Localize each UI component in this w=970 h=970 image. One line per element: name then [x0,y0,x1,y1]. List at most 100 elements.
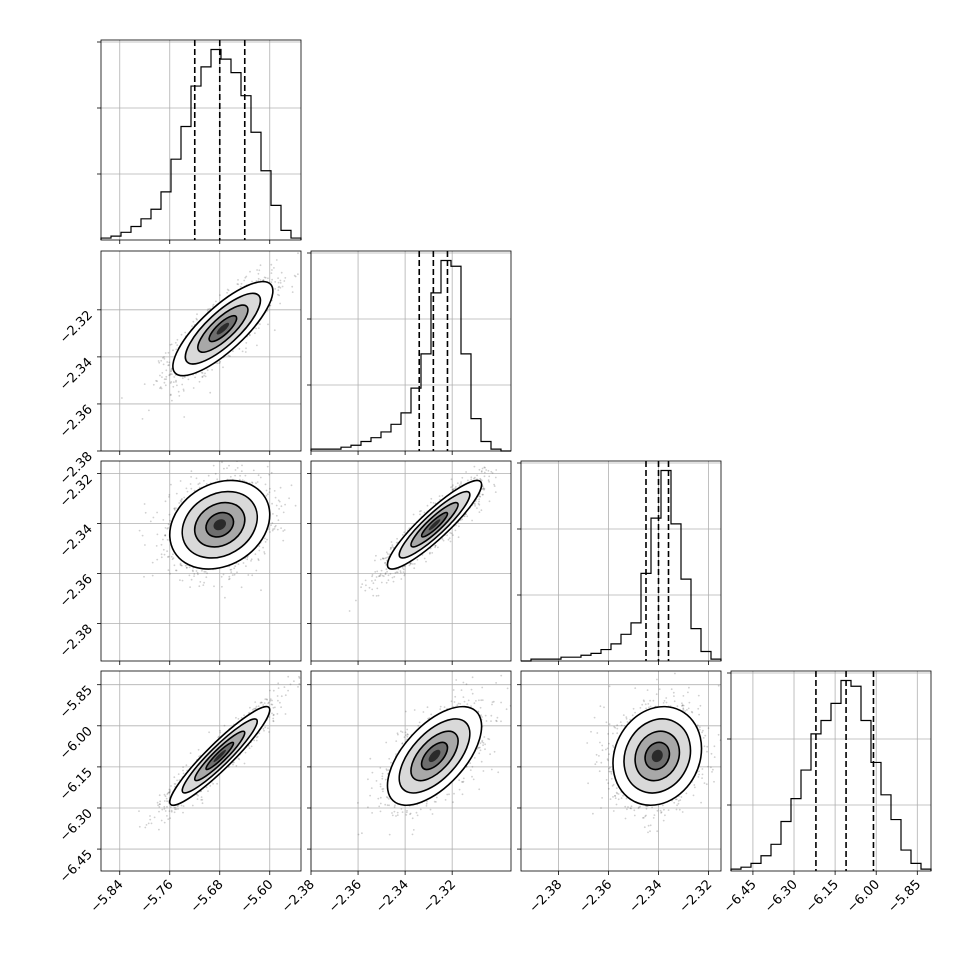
scatter-point [458,484,461,487]
scatter-point [190,487,193,490]
scatter-point [277,519,280,522]
scatter-point [284,503,286,506]
scatter-point [493,485,496,487]
scatter-point [266,465,269,468]
scatter-point [368,586,371,589]
scatter-point [159,374,161,377]
scatter-point [379,573,382,575]
histogram-2 [521,469,722,662]
scatter-point [371,574,374,576]
scatter-point [376,570,379,573]
scatter-point [364,589,367,592]
scatter-point [279,286,282,289]
scatter-point [262,546,264,549]
scatter-point [425,560,427,563]
scatter-point [482,487,485,490]
scatter-point [494,476,497,479]
scatter-point [283,529,286,531]
scatter-point [361,583,364,585]
scatter-point [473,465,476,468]
scatter-point [258,549,261,552]
scatter-point [252,454,254,456]
scatter-point [184,564,187,567]
scatter-point [237,563,240,566]
scatter-point [283,280,286,282]
scatter-point [206,369,209,372]
scatter-point [175,381,177,383]
scatter-point [175,569,178,572]
scatter-point [228,458,230,460]
scatter-panel-2-0 [97,454,302,665]
scatter-point [473,477,475,480]
scatter-point [192,320,195,323]
scatter-point [394,571,397,574]
scatter-point [246,558,249,561]
scatter-point [168,496,170,498]
scatter-point [233,573,236,576]
scatter-point [389,572,392,575]
scatter-point [238,478,241,481]
scatter-point [277,289,280,292]
scatter-point [162,548,165,551]
scatter-point [270,524,272,526]
scatter-point [269,304,272,307]
scatter-point [277,286,280,289]
scatter-point [257,327,260,329]
scatter-point [478,495,481,498]
scatter-point [205,483,208,485]
scatter-point [245,275,248,278]
scatter-point [166,361,169,363]
scatter-point [403,531,406,534]
density-level [213,519,227,531]
scatter-point [212,305,214,308]
scatter-point [237,279,239,281]
scatter-point [410,562,413,565]
scatter-point [167,555,170,558]
scatter-point [274,524,277,527]
scatter-point [279,486,282,489]
scatter-point [209,391,212,394]
scatter-point [477,502,480,505]
scatter-point [494,491,497,493]
scatter-point [277,281,280,284]
scatter-point [470,478,473,481]
scatter-point [167,351,170,354]
scatter-point [474,503,476,505]
scatter-point [397,568,400,571]
scatter-point [254,332,256,335]
scatter-point [228,464,230,467]
scatter-point [193,489,196,492]
scatter-point [483,475,486,478]
scatter-point [186,490,189,493]
scatter-point [163,381,166,384]
scatter-point [481,493,484,496]
scatter-point [174,341,177,344]
scatter-point [266,310,269,312]
scatter-point [173,507,176,510]
scatter-point [219,294,221,296]
axes-frame [100,250,302,452]
scatter-point [241,350,244,353]
scatter-point [409,562,412,565]
scatter-point [252,469,255,472]
scatter-point [270,281,273,284]
scatter-point [379,558,382,561]
scatter-point [159,387,161,390]
scatter-point [391,546,394,548]
scatter-point [450,532,453,535]
scatter-point [171,558,174,561]
scatter-point [278,500,281,503]
scatter-point [216,478,219,481]
scatter-point [198,380,201,383]
scatter-point [179,499,182,502]
scatter-point [263,276,266,279]
scatter-point [401,567,404,569]
scatter-point [270,272,273,274]
scatter-point [188,574,191,577]
scatter-point [193,573,196,575]
scatter-point [382,557,384,560]
scatter-point [279,302,281,305]
scatter-point [480,479,483,482]
scatter-point [465,471,467,473]
scatter-point [148,409,150,412]
